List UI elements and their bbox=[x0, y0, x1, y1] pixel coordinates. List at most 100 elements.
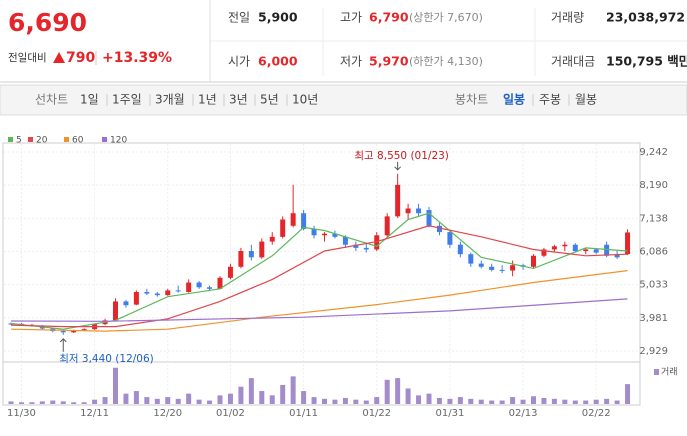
candle-body bbox=[165, 290, 171, 296]
volume-bar bbox=[175, 398, 181, 404]
volume-bar bbox=[436, 397, 442, 404]
candle-body bbox=[541, 249, 547, 256]
volume-bar bbox=[207, 400, 213, 404]
up-arrow-icon bbox=[53, 52, 65, 63]
tab-bar bbox=[0, 84, 687, 116]
stat-value: 6,790 bbox=[369, 10, 409, 25]
volume-bar bbox=[39, 401, 45, 404]
legend-label: 5 bbox=[16, 136, 22, 146]
volume-bar bbox=[625, 384, 631, 404]
candle-body bbox=[175, 290, 181, 292]
volume-bar bbox=[541, 397, 547, 404]
x-tick-label: 02/13 bbox=[509, 408, 538, 419]
volume-bar bbox=[290, 376, 296, 404]
period-tab[interactable]: 10년 bbox=[292, 93, 318, 107]
annotation: 최저 3,440 (12/06) bbox=[59, 353, 154, 365]
volume-bar bbox=[50, 400, 56, 404]
volume-bar bbox=[60, 401, 66, 404]
stat-value: 150,795 백만 bbox=[606, 54, 687, 69]
candle-tab[interactable]: 주봉 bbox=[539, 93, 561, 107]
volume-bar bbox=[301, 391, 307, 404]
annotation: 최고 8,550 (01/23) bbox=[354, 150, 449, 162]
volume-bar bbox=[572, 400, 578, 404]
period-tab[interactable]: 3년 bbox=[229, 93, 248, 107]
candle-body bbox=[593, 249, 599, 253]
annotation-arrowhead bbox=[59, 338, 67, 343]
candle-body bbox=[196, 282, 202, 288]
volume-bar bbox=[604, 398, 610, 404]
candle-body bbox=[353, 244, 359, 248]
volume-bar bbox=[426, 393, 432, 404]
volume-bar bbox=[217, 395, 223, 404]
volume-bar bbox=[81, 402, 87, 404]
stat-value: 5,970 bbox=[369, 54, 409, 69]
candle-body bbox=[489, 266, 495, 270]
stat-value: 23,038,972 bbox=[606, 10, 685, 25]
volume-bar bbox=[186, 393, 192, 404]
candle-body bbox=[416, 208, 422, 214]
candle-body bbox=[510, 265, 516, 271]
candle-body bbox=[426, 210, 432, 226]
candle-body bbox=[133, 291, 139, 305]
candle-body bbox=[436, 225, 442, 233]
candle-body bbox=[259, 241, 265, 258]
candle-body bbox=[301, 213, 307, 229]
candle-body bbox=[290, 213, 296, 226]
volume-bar bbox=[489, 400, 495, 404]
candle-body bbox=[207, 287, 213, 289]
plot: 9,242 8,190 7,138 6,086 5,033 3,981 2,929 11/30… bbox=[4, 136, 678, 419]
candle-tab[interactable]: 월봉 bbox=[575, 93, 597, 107]
y-tick-label: 5,033 bbox=[639, 280, 668, 291]
candle-body bbox=[625, 232, 631, 255]
stat-label: 고가 bbox=[340, 11, 362, 25]
candle-body bbox=[144, 291, 150, 294]
candle-body bbox=[71, 330, 77, 333]
candle-body bbox=[447, 232, 453, 245]
period-tab[interactable]: 5년 bbox=[260, 93, 279, 107]
stats: 전일 5,900 고가 6,790 (상한가 7,670) 거래량 23,038,972 시가… bbox=[228, 10, 687, 69]
y-tick-label: 9,242 bbox=[639, 147, 668, 158]
candle-body bbox=[248, 251, 254, 258]
volume-bar bbox=[113, 367, 118, 404]
candle-body bbox=[457, 244, 463, 255]
ma-line bbox=[10, 212, 628, 330]
volume-bar bbox=[8, 401, 14, 404]
x-tick-label: 02/22 bbox=[582, 408, 611, 419]
candle-body bbox=[614, 254, 620, 258]
period-tab[interactable]: 3개월 bbox=[155, 93, 185, 107]
stat-label: 시가 bbox=[228, 55, 250, 69]
stat-label: 저가 bbox=[340, 55, 362, 69]
y-tick-label: 6,086 bbox=[639, 246, 668, 257]
candle-body bbox=[384, 216, 390, 236]
period-tab[interactable]: 1일 bbox=[80, 93, 99, 107]
volume-bar bbox=[238, 386, 244, 404]
candle-body bbox=[186, 282, 192, 292]
stat-note: (하한가 4,130) bbox=[409, 54, 483, 68]
tabs: 선차트 1일 1주일 3개월 1년 3년 5년 10년 봉차트 일봉 주봉 월봉 bbox=[35, 93, 597, 107]
candle-body bbox=[583, 249, 589, 252]
candle-body bbox=[60, 331, 66, 333]
candle-body bbox=[572, 244, 578, 252]
volume-bar bbox=[468, 398, 474, 404]
candle-body bbox=[123, 301, 129, 306]
volume-bar bbox=[259, 391, 265, 404]
candle-body bbox=[154, 293, 160, 296]
candle-tab[interactable]: 일봉 bbox=[503, 93, 525, 107]
volume-bar bbox=[102, 397, 108, 404]
stat-value: 6,000 bbox=[258, 54, 298, 69]
annotation-arrowhead bbox=[394, 166, 402, 171]
volume-bar bbox=[227, 393, 233, 404]
volume-bar bbox=[18, 402, 24, 404]
volume-bar bbox=[322, 398, 327, 404]
volume-bar bbox=[499, 400, 505, 404]
candle-body bbox=[478, 263, 484, 267]
candle-body bbox=[238, 251, 244, 267]
period-tab[interactable]: 1년 bbox=[198, 93, 217, 107]
period-tab[interactable]: 1주일 bbox=[112, 93, 142, 107]
volume-bar bbox=[165, 397, 171, 404]
legend-label: 120 bbox=[110, 136, 127, 146]
candle-body bbox=[551, 246, 557, 250]
candle-body bbox=[311, 228, 317, 236]
legend-label: 60 bbox=[72, 136, 84, 146]
candle-body bbox=[531, 255, 536, 267]
